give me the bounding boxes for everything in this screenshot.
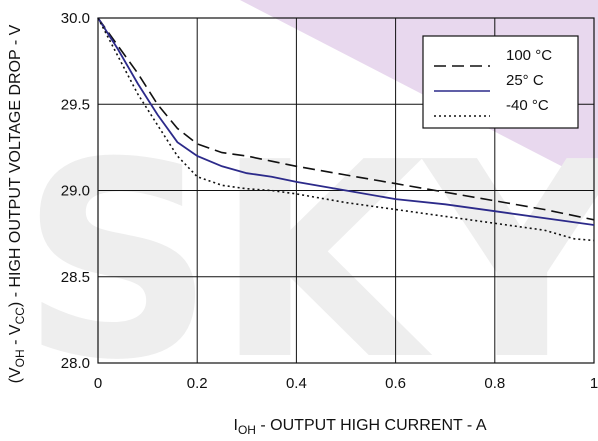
x-tick-label: 0.8 bbox=[484, 375, 505, 392]
watermark: SKY bbox=[20, 104, 598, 419]
series-line-0 bbox=[97, 17, 595, 221]
x-tick-label: 0.6 bbox=[385, 375, 406, 392]
series-layer bbox=[97, 17, 595, 242]
x-tick-labels: 0 0.2 0.4 0.6 0.8 1 bbox=[94, 375, 598, 392]
y-tick-label: 29.5 bbox=[61, 96, 90, 113]
series-line-2 bbox=[97, 17, 595, 242]
y-tick-labels: 28.0 28.5 29.0 29.5 30.0 bbox=[61, 10, 90, 372]
legend: 100 °C 25° C -40 °C bbox=[422, 35, 579, 129]
legend-label-0: 100 °C bbox=[506, 47, 552, 64]
y-axis-title: (VOH - VCC) - HIGH OUTPUT VOLTAGE DROP -… bbox=[7, 24, 27, 383]
x-tick-label: 1 bbox=[590, 375, 598, 392]
y-tick-label: 28.0 bbox=[61, 355, 90, 372]
series-line-1 bbox=[97, 17, 595, 226]
x-tick-label: 0 bbox=[94, 375, 102, 392]
y-tick-label: 29.0 bbox=[61, 183, 90, 200]
x-tick-label: 0.2 bbox=[187, 375, 208, 392]
legend-box bbox=[422, 35, 579, 129]
y-tick-label: 28.5 bbox=[61, 269, 90, 286]
x-axis-title: IOH - OUTPUT HIGH CURRENT - A bbox=[234, 417, 487, 437]
legend-label-2: -40 °C bbox=[506, 97, 549, 114]
legend-label-1: 25° C bbox=[506, 72, 544, 89]
y-tick-label: 30.0 bbox=[61, 10, 90, 27]
plot-frame bbox=[97, 17, 595, 364]
x-tick-label: 0.4 bbox=[286, 375, 307, 392]
